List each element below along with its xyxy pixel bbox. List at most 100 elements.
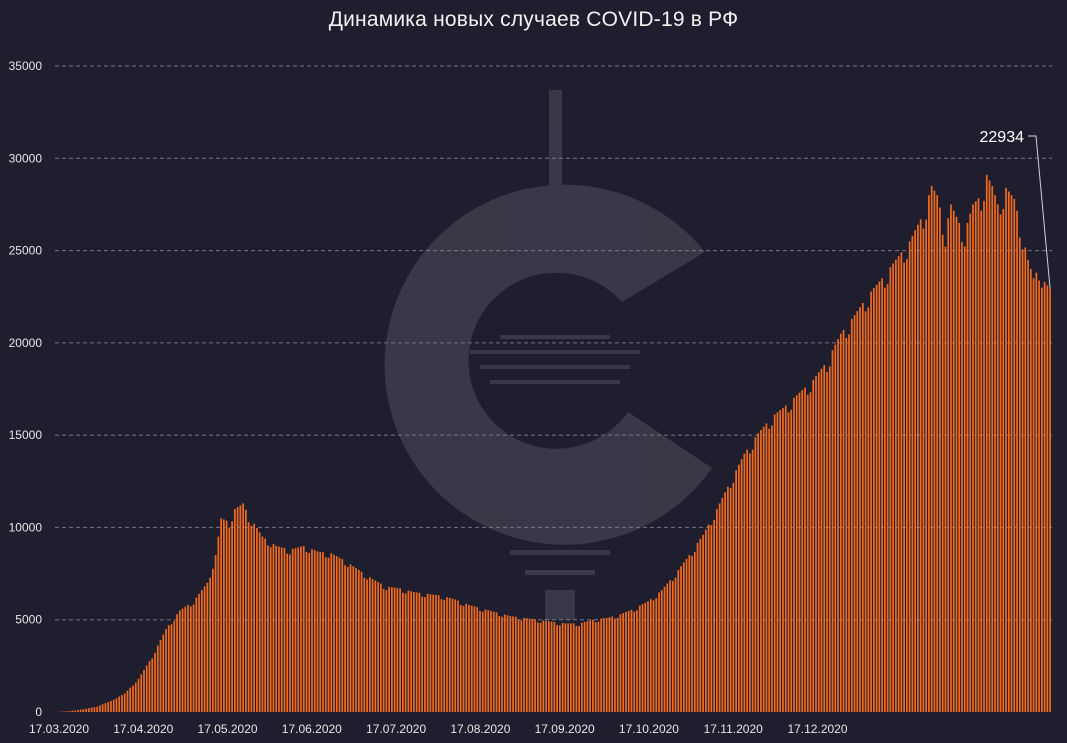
bar [454, 599, 457, 712]
bar [864, 311, 867, 712]
bar [1049, 288, 1051, 712]
bar [605, 617, 608, 712]
bar [531, 618, 534, 712]
bar [465, 603, 468, 712]
bar [443, 599, 446, 712]
bar [269, 547, 272, 712]
bar [663, 586, 666, 712]
bar [286, 553, 289, 712]
bar [509, 616, 512, 712]
bar [939, 207, 941, 712]
bar [407, 590, 410, 712]
bar [754, 437, 757, 712]
bar [484, 609, 487, 712]
bar [346, 566, 349, 712]
bar [517, 619, 520, 712]
bar [319, 551, 322, 712]
bar [699, 538, 702, 712]
bar [600, 618, 603, 712]
bar [581, 622, 583, 712]
bar [429, 594, 432, 712]
bar [335, 556, 338, 712]
bar [143, 669, 145, 712]
bar [209, 577, 211, 712]
grid-lines [55, 65, 1052, 621]
bar [928, 195, 930, 712]
bar [280, 547, 283, 712]
y-tick-label: 30000 [9, 151, 43, 165]
bar [481, 611, 484, 712]
bar [903, 262, 905, 712]
bar [575, 626, 578, 712]
bar [740, 459, 743, 712]
bar [856, 311, 859, 712]
bar [214, 555, 217, 712]
bar [327, 557, 330, 712]
bar [638, 605, 641, 712]
bar [906, 259, 908, 712]
bar [176, 614, 178, 712]
bar [889, 267, 892, 712]
bar [883, 287, 886, 712]
bar [68, 711, 71, 712]
bar [234, 508, 236, 712]
y-tick-label: 5000 [15, 613, 42, 627]
bar [355, 568, 357, 712]
bar [96, 706, 99, 712]
bar [283, 548, 286, 712]
bar [757, 433, 760, 712]
bar [773, 414, 776, 712]
bar [952, 210, 955, 713]
y-tick-label: 15000 [9, 428, 43, 442]
bar [658, 592, 660, 712]
bar [608, 617, 611, 712]
bar [360, 571, 363, 712]
bar [567, 623, 569, 712]
bar [872, 288, 875, 712]
bar [291, 548, 294, 712]
bar [1007, 191, 1010, 713]
bar [930, 185, 933, 712]
bar [784, 405, 787, 712]
bar [525, 618, 528, 712]
bar [247, 522, 250, 712]
y-tick-label: 25000 [9, 244, 43, 258]
bar [839, 333, 842, 712]
bar [104, 703, 107, 712]
x-tick-label: 17.03.2020 [29, 722, 89, 736]
bar [936, 195, 939, 712]
bar [707, 524, 710, 712]
bar [470, 605, 473, 712]
bar [289, 554, 291, 712]
bar [702, 534, 704, 712]
bar [217, 536, 220, 712]
bar [1032, 278, 1035, 712]
bar [644, 602, 647, 712]
bar [110, 700, 112, 712]
bar [459, 604, 462, 712]
bar [330, 553, 333, 712]
bar [718, 503, 721, 712]
bar [368, 577, 371, 712]
bar [553, 621, 556, 712]
bar [421, 596, 424, 712]
bar [413, 592, 415, 712]
bar [302, 545, 305, 712]
bar [426, 593, 429, 712]
bar [636, 610, 638, 712]
bar [897, 256, 900, 712]
bar [592, 619, 594, 712]
bar [82, 709, 85, 712]
bar [848, 334, 850, 712]
bar [479, 611, 481, 712]
bar [870, 291, 872, 712]
bar [250, 525, 253, 712]
bar [996, 204, 999, 712]
bar [388, 586, 390, 712]
bar [749, 453, 751, 712]
bar [710, 525, 713, 712]
bar [344, 565, 346, 712]
bar [955, 216, 958, 712]
bar [189, 606, 192, 712]
